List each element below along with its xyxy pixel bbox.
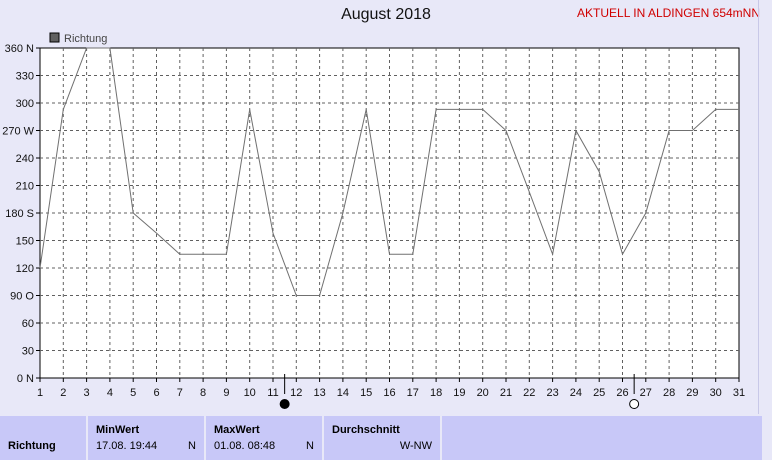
- x-tick-label: 23: [546, 387, 558, 399]
- x-tick-label: 22: [523, 387, 535, 399]
- y-tick-label: 300: [16, 98, 34, 110]
- min-direction: N: [188, 440, 196, 452]
- x-tick-label: 25: [593, 387, 605, 399]
- stat-label-cell: Richtung: [0, 416, 86, 460]
- stat-min-cell: MinWert 17.08. 19:44 N: [88, 416, 204, 460]
- stat-avg-cell: Durchschnitt W-NW: [324, 416, 440, 460]
- max-direction: N: [306, 440, 314, 452]
- x-tick-label: 16: [383, 387, 395, 399]
- statistics-panel: Richtung MinWert 17.08. 19:44 N MaxWert …: [0, 414, 772, 458]
- y-tick-label: 360 N: [5, 43, 34, 55]
- y-tick-label: 180 S: [5, 208, 34, 220]
- x-tick-label: 4: [107, 387, 113, 399]
- x-tick-label: 9: [223, 387, 229, 399]
- x-tick-label: 20: [477, 387, 489, 399]
- x-tick-label: 10: [244, 387, 256, 399]
- avg-value: W-NW: [400, 440, 432, 452]
- full-moon-icon: [630, 400, 639, 409]
- x-tick-label: 27: [640, 387, 652, 399]
- x-tick-label: 19: [453, 387, 465, 399]
- x-tick-label: 2: [60, 387, 66, 399]
- x-tick-label: 7: [177, 387, 183, 399]
- x-tick-label: 6: [153, 387, 159, 399]
- x-tick-label: 8: [200, 387, 206, 399]
- y-tick-label: 30: [22, 346, 34, 358]
- new-moon-icon: [280, 400, 289, 409]
- stat-max-cell: MaxWert 01.08. 08:48 N: [206, 416, 322, 460]
- legend: Richtung: [50, 33, 107, 45]
- legend-swatch-richtung: [50, 33, 59, 42]
- x-tick-label: 30: [710, 387, 722, 399]
- x-tick-label: 31: [733, 387, 745, 399]
- x-tick-label: 12: [290, 387, 302, 399]
- x-tick-label: 3: [84, 387, 90, 399]
- x-tick-label: 14: [337, 387, 349, 399]
- stat-row-label: Richtung: [8, 440, 56, 452]
- stat-empty-cell: [442, 416, 762, 460]
- x-tick-label: 17: [407, 387, 419, 399]
- y-tick-label: 60: [22, 318, 34, 330]
- x-tick-label: 13: [313, 387, 325, 399]
- y-tick-label: 330: [16, 71, 34, 83]
- y-tick-label: 0 N: [17, 373, 34, 385]
- y-tick-label: 90 O: [10, 291, 34, 303]
- x-tick-label: 11: [267, 387, 278, 399]
- x-tick-label: 28: [663, 387, 675, 399]
- side-strip: [758, 0, 772, 414]
- x-tick-label: 1: [37, 387, 43, 399]
- y-tick-label: 120: [16, 263, 34, 275]
- x-tick-label: 18: [430, 387, 442, 399]
- x-tick-label: 26: [616, 387, 628, 399]
- y-tick-label: 210: [16, 181, 34, 193]
- x-tick-label: 29: [686, 387, 698, 399]
- y-tick-label: 270 W: [2, 126, 34, 138]
- x-tick-label: 5: [130, 387, 136, 399]
- avg-heading: Durchschnitt: [332, 424, 400, 436]
- min-date: 17.08. 19:44: [96, 440, 157, 452]
- y-tick-label: 240: [16, 153, 34, 165]
- max-heading: MaxWert: [214, 424, 260, 436]
- y-axis-ticks: 0 N 30 60 90 O 120 150 180 S 210 240 270 W 300 330 3…: [2, 43, 40, 385]
- legend-label-richtung: Richtung: [64, 33, 107, 45]
- x-tick-label: 24: [570, 387, 582, 399]
- x-tick-label: 21: [500, 387, 512, 399]
- x-tick-label: 15: [360, 387, 372, 399]
- y-tick-label: 150: [16, 236, 34, 248]
- min-heading: MinWert: [96, 424, 139, 436]
- max-date: 01.08. 08:48: [214, 440, 275, 452]
